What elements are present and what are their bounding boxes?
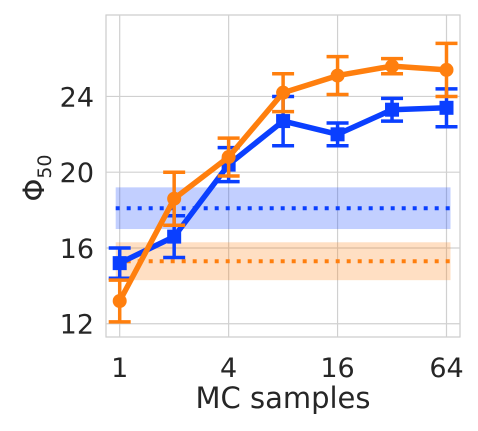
series-layer xyxy=(108,41,458,324)
data-point xyxy=(385,59,400,74)
x-tick-labels: 1 4 16 64 xyxy=(111,353,464,384)
data-point xyxy=(439,62,454,77)
data-point xyxy=(112,256,127,271)
plot-area xyxy=(105,14,461,338)
y-axis-label-subscript: 50 xyxy=(34,154,56,178)
x-tick-label: 1 xyxy=(111,353,128,384)
data-point xyxy=(276,85,291,100)
data-point xyxy=(112,294,127,309)
data-point xyxy=(167,229,182,244)
data-point xyxy=(167,191,182,206)
series-2 xyxy=(108,41,458,324)
y-axis-label: Φ50 xyxy=(17,154,56,201)
data-point xyxy=(221,150,236,165)
y-tick-labels: 12 16 20 24 xyxy=(60,82,94,340)
x-tick-label: 64 xyxy=(429,353,463,384)
data-point xyxy=(385,102,400,117)
x-tick-label: 4 xyxy=(220,353,237,384)
y-tick-label: 24 xyxy=(60,82,94,113)
data-point xyxy=(330,68,345,83)
y-tick-label: 16 xyxy=(60,234,94,265)
y-tick-label: 20 xyxy=(60,158,94,189)
x-axis-label: MC samples xyxy=(195,381,370,415)
y-tick-label: 12 xyxy=(60,310,94,341)
data-point xyxy=(276,114,291,129)
data-point xyxy=(330,127,345,142)
x-tick-label: 16 xyxy=(320,353,354,384)
y-axis-label-base: Φ xyxy=(17,179,51,202)
data-point xyxy=(439,100,454,115)
